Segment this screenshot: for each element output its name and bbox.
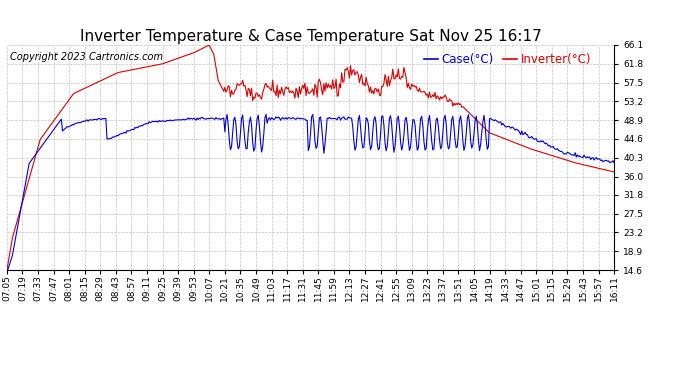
Title: Inverter Temperature & Case Temperature Sat Nov 25 16:17: Inverter Temperature & Case Temperature … — [79, 29, 542, 44]
Text: Copyright 2023 Cartronics.com: Copyright 2023 Cartronics.com — [10, 52, 163, 62]
Legend: Case(°C), Inverter(°C): Case(°C), Inverter(°C) — [419, 49, 596, 71]
